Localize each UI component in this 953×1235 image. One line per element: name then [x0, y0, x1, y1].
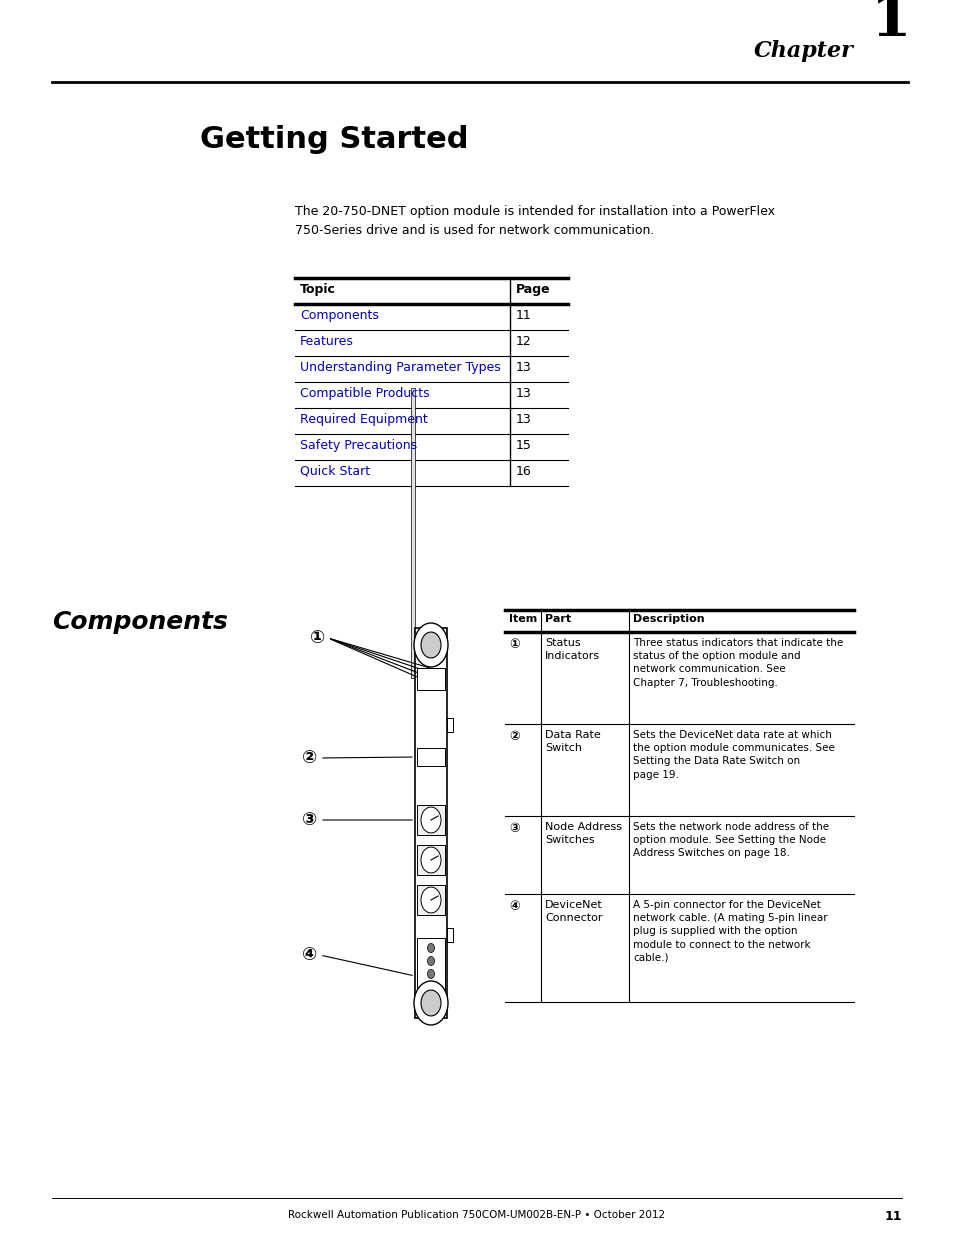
- Text: Understanding Parameter Types: Understanding Parameter Types: [299, 361, 500, 374]
- Text: Sets the DeviceNet data rate at which
the option module communicates. See
Settin: Sets the DeviceNet data rate at which th…: [633, 730, 834, 779]
- Text: 13: 13: [516, 387, 531, 400]
- Circle shape: [427, 969, 434, 978]
- Bar: [416, 939, 444, 1013]
- Text: 11: 11: [516, 309, 531, 322]
- Text: The 20-750-DNET option module is intended for installation into a PowerFlex
750-: The 20-750-DNET option module is intende…: [294, 205, 774, 237]
- Text: 13: 13: [516, 412, 531, 426]
- Text: Components: Components: [52, 610, 228, 634]
- Text: 1: 1: [869, 0, 910, 48]
- Text: ④: ④: [509, 900, 519, 913]
- Text: Rockwell Automation Publication 750COM-UM002B-EN-P • October 2012: Rockwell Automation Publication 750COM-U…: [288, 1210, 665, 1220]
- Bar: [416, 805, 444, 835]
- Circle shape: [414, 981, 448, 1025]
- Circle shape: [420, 847, 440, 873]
- Text: Three status indicators that indicate the
status of the option module and
networ: Three status indicators that indicate th…: [633, 638, 842, 688]
- Text: 11: 11: [883, 1210, 901, 1223]
- Text: 12: 12: [516, 335, 531, 348]
- Text: Page: Page: [516, 283, 550, 296]
- Bar: [416, 668, 444, 690]
- Text: Status
Indicators: Status Indicators: [544, 638, 599, 661]
- Text: Item: Item: [509, 614, 537, 624]
- Text: ②: ②: [509, 730, 519, 743]
- Text: Chapter: Chapter: [753, 40, 853, 62]
- Circle shape: [427, 956, 434, 966]
- Text: Required Equipment: Required Equipment: [299, 412, 427, 426]
- Text: Compatible Products: Compatible Products: [299, 387, 429, 400]
- Text: Topic: Topic: [299, 283, 335, 296]
- Text: Node Address
Switches: Node Address Switches: [544, 823, 621, 845]
- Bar: [411, 388, 415, 678]
- Text: Sets the network node address of the
option module. See Setting the Node
Address: Sets the network node address of the opt…: [633, 823, 828, 858]
- Bar: [416, 885, 444, 915]
- Text: Safety Precautions: Safety Precautions: [299, 438, 416, 452]
- Text: ①: ①: [509, 638, 519, 651]
- Text: Getting Started: Getting Started: [200, 125, 468, 154]
- Text: ②: ②: [302, 748, 317, 767]
- Text: A 5-pin connector for the DeviceNet
network cable. (A mating 5-pin linear
plug i: A 5-pin connector for the DeviceNet netw…: [633, 900, 827, 963]
- Text: 16: 16: [516, 466, 531, 478]
- Circle shape: [427, 995, 434, 1004]
- Text: 15: 15: [516, 438, 532, 452]
- Text: Quick Start: Quick Start: [299, 466, 370, 478]
- Text: Components: Components: [299, 309, 378, 322]
- Text: Part: Part: [544, 614, 571, 624]
- Circle shape: [420, 632, 440, 658]
- Text: ③: ③: [509, 823, 519, 835]
- Text: ④: ④: [302, 946, 317, 965]
- Text: Description: Description: [633, 614, 704, 624]
- Text: Features: Features: [299, 335, 354, 348]
- Text: 13: 13: [516, 361, 531, 374]
- Circle shape: [420, 990, 440, 1016]
- Text: ③: ③: [302, 811, 317, 829]
- Text: ①: ①: [310, 629, 325, 647]
- Circle shape: [414, 622, 448, 667]
- Bar: [447, 718, 453, 732]
- Circle shape: [420, 887, 440, 913]
- Bar: [447, 927, 453, 942]
- Text: Data Rate
Switch: Data Rate Switch: [544, 730, 600, 753]
- Circle shape: [420, 806, 440, 832]
- Bar: [416, 748, 444, 766]
- Circle shape: [427, 983, 434, 992]
- Bar: [415, 629, 447, 1018]
- Text: DeviceNet
Connector: DeviceNet Connector: [544, 900, 602, 924]
- Circle shape: [427, 944, 434, 952]
- Bar: [416, 845, 444, 876]
